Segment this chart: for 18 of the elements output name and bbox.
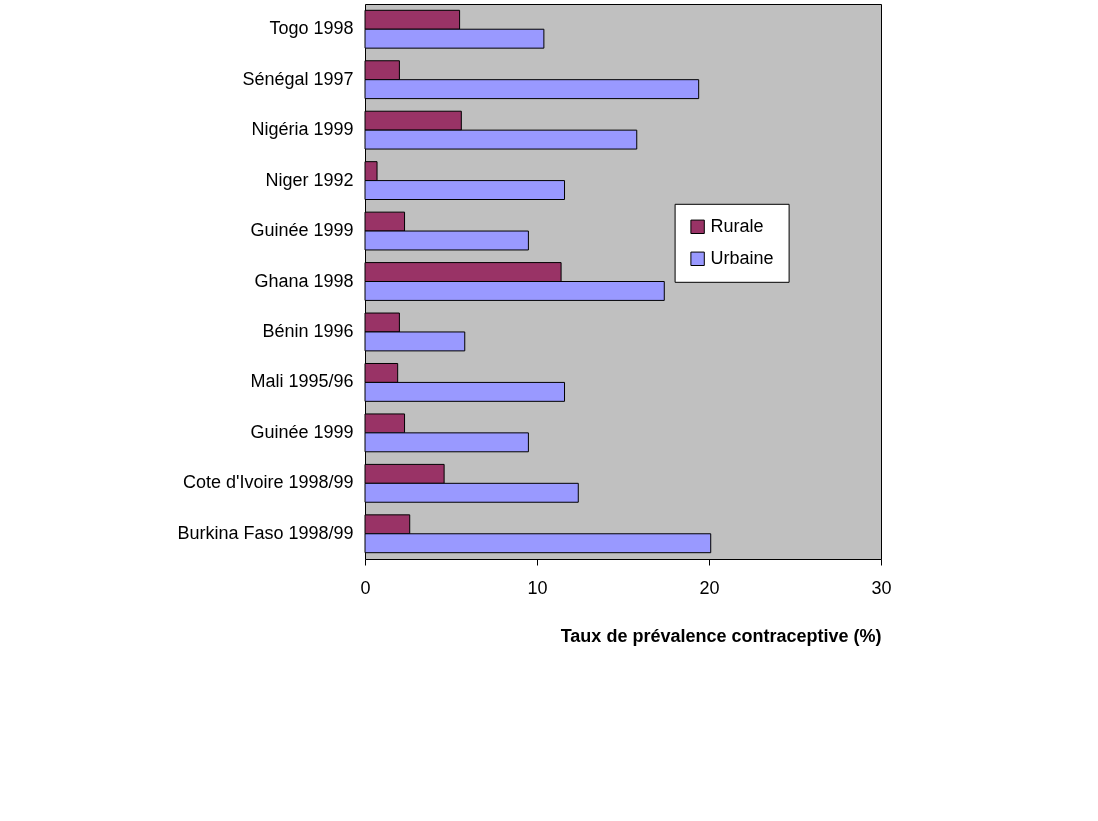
y-tick-label: Cote d'Ivoire 1998/99	[182, 472, 354, 493]
x-tick-label: 30	[871, 577, 892, 598]
y-tick-label: Guinée 1999	[250, 421, 354, 442]
y-tick-label: Guinée 1999	[250, 220, 354, 241]
y-tick-label: Togo 1998	[269, 18, 354, 39]
y-tick-label: Niger 1992	[265, 169, 354, 190]
legend-label: Rurale	[710, 215, 764, 236]
y-tick-label: Mali 1995/96	[250, 371, 354, 392]
y-tick-label: Ghana 1998	[254, 270, 354, 291]
x-tick-label: 10	[527, 577, 548, 598]
legend-label: Urbaine	[710, 247, 774, 268]
y-tick-label: Sénégal 1997	[242, 68, 354, 89]
y-tick-label: Nigéria 1999	[251, 119, 354, 140]
y-tick-label: Burkina Faso 1998/99	[177, 522, 354, 543]
y-tick-label: Bénin 1996	[262, 320, 354, 341]
x-tick-label: 0	[360, 577, 371, 598]
x-axis-title: Taux de prévalence contraceptive (%)	[560, 625, 882, 646]
x-tick-label: 20	[699, 577, 720, 598]
